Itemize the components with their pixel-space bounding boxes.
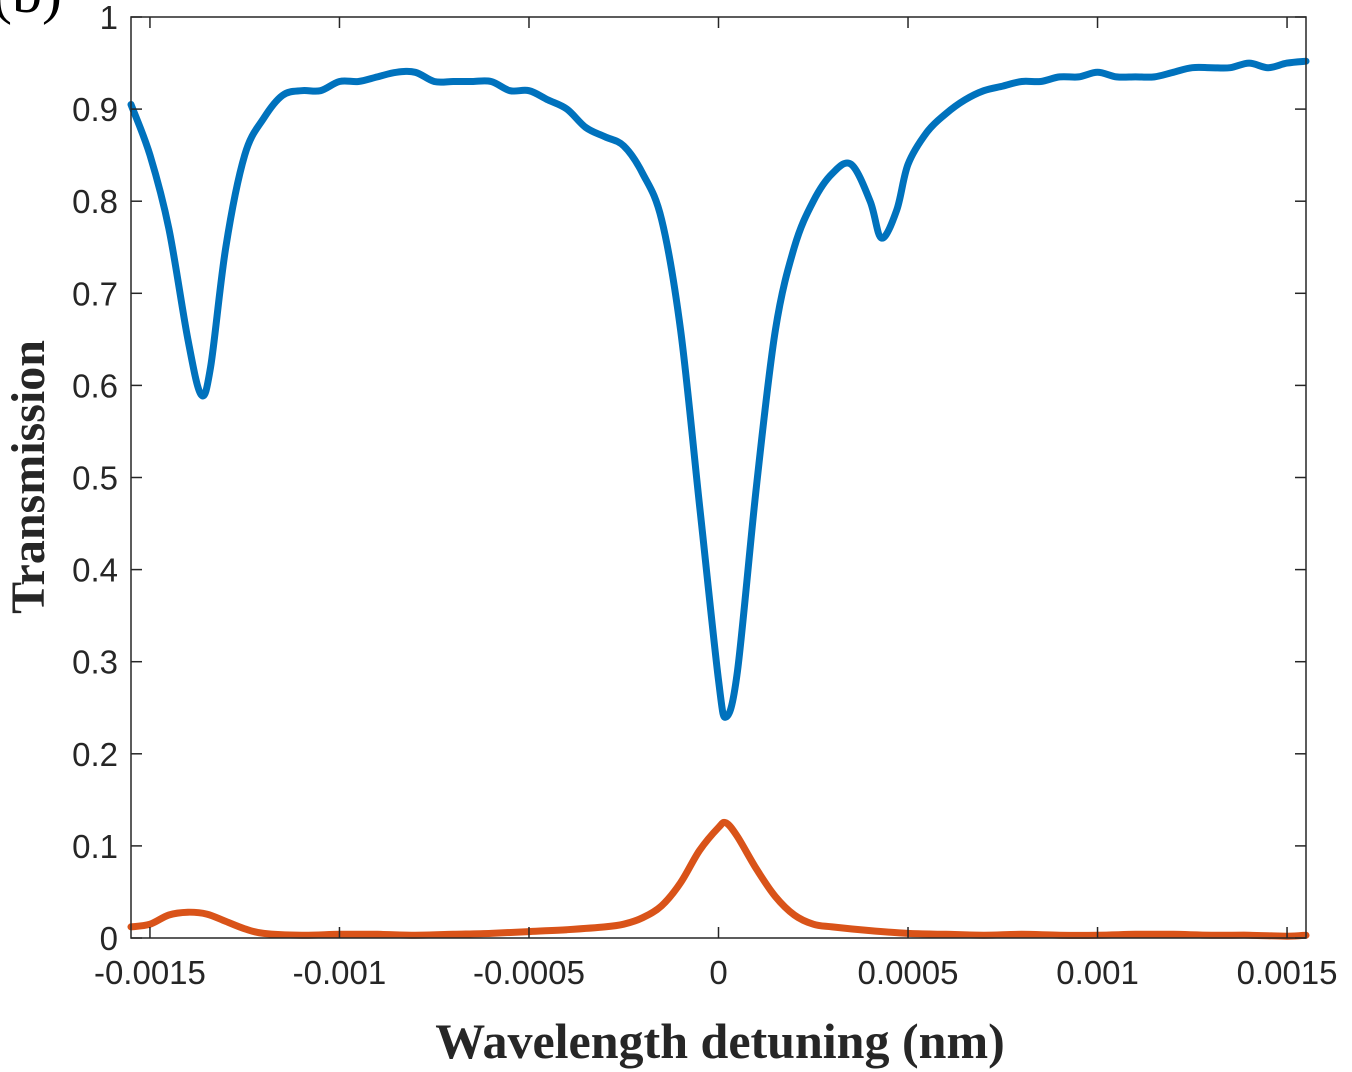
y-axis: 0 0.1 0.2 0.3 0.4 0.5 0.6 0.7 0.8 0.9 1 (72, 0, 1306, 957)
y-tick-label: 0.4 (72, 552, 118, 589)
y-tick-label: 0 (100, 920, 118, 957)
y-axis-title: Transmission (2, 340, 55, 614)
axes-box (130, 16, 1307, 939)
x-tick-label: -0.0015 (94, 954, 206, 991)
series-line-1 (127, 57, 1310, 721)
series-line-2 (127, 818, 1310, 940)
y-tick-label: 0.2 (72, 736, 118, 773)
x-tick-label: 0.0015 (1237, 954, 1338, 991)
x-tick-label: -0.001 (293, 954, 387, 991)
x-tick-label: -0.0005 (473, 954, 585, 991)
y-tick-label: 0.9 (72, 91, 118, 128)
y-tick-label: 1 (100, 0, 118, 36)
x-axis: -0.0015 -0.001 -0.0005 0 0.0005 0.001 0.0015 (94, 17, 1338, 991)
y-tick-label: 0.1 (72, 828, 118, 865)
y-tick-label: 0.8 (72, 183, 118, 220)
y-tick-label: 0.3 (72, 644, 118, 681)
series-layer (127, 57, 1310, 940)
y-tick-label: 0.6 (72, 367, 118, 404)
panel-label: (b) (0, 0, 62, 25)
x-axis-title: Wavelength detuning (nm) (435, 1013, 1005, 1069)
x-tick-label: 0 (709, 954, 727, 991)
y-tick-label: 0.5 (72, 460, 118, 497)
y-tick-label: 0.7 (72, 275, 118, 312)
x-tick-label: 0.0005 (858, 954, 959, 991)
x-tick-label: 0.001 (1056, 954, 1139, 991)
